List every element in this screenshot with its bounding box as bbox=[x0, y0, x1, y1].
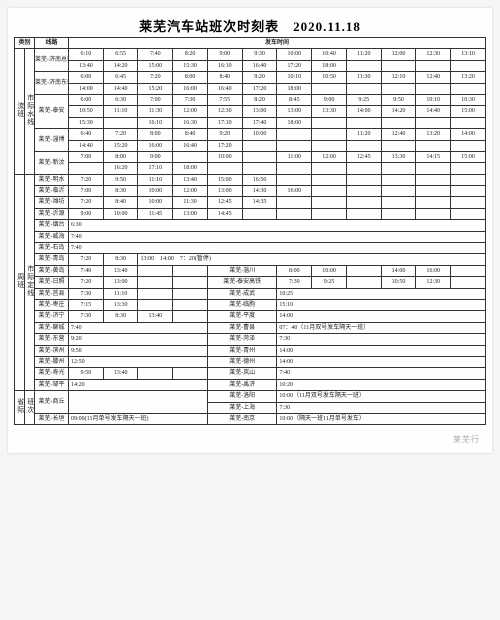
cat3-sub: 班次 bbox=[25, 391, 35, 425]
page-title: 莱芜汽车站班次时刻表 2020.11.18 bbox=[14, 12, 486, 37]
route-xinwen: 莱芜-新汶 bbox=[35, 151, 69, 174]
timetable: 类别 线路 发车时间 流班 市际水线 莱芜-济南总站 6:106:557:408… bbox=[14, 37, 486, 425]
hdr-category: 类别 bbox=[15, 38, 35, 49]
route: 莱芜-明水 bbox=[35, 174, 69, 185]
cat2-label: 周班 bbox=[15, 174, 25, 390]
route-jnd: 莱芜-济南东站 bbox=[35, 72, 69, 95]
cat2-sub: 市际定线 bbox=[25, 174, 35, 390]
hdr-dep: 发车时间 bbox=[69, 38, 486, 49]
hdr-route: 线路 bbox=[35, 38, 69, 49]
header-row: 类别 线路 发车时间 bbox=[15, 38, 486, 49]
route-zibo: 莱芜-淄博 bbox=[35, 129, 69, 152]
route-jnz: 莱芜-济南总站 bbox=[35, 49, 69, 72]
route-taian: 莱芜-泰安 bbox=[35, 94, 69, 128]
cat1-label: 流班 bbox=[15, 49, 25, 174]
watermark: 莱芜行 bbox=[453, 434, 480, 445]
cat3-label: 省际 bbox=[15, 391, 25, 425]
cat1-sub: 市际水线 bbox=[25, 49, 35, 174]
